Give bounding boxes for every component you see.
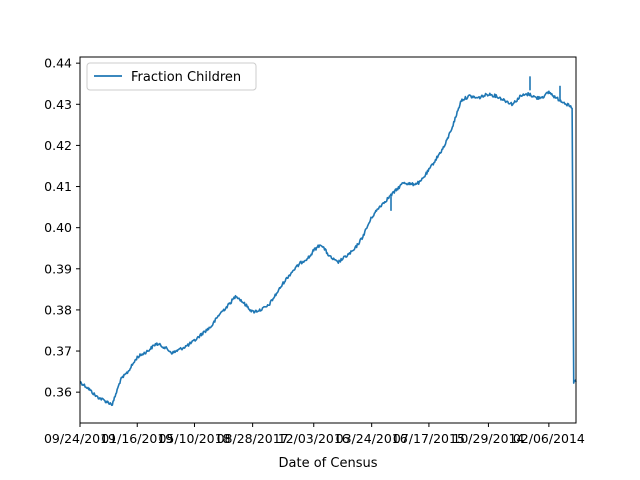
legend: Fraction Children bbox=[86, 62, 257, 91]
x-tick-label: 08/28/2017 bbox=[217, 431, 289, 446]
y-tick-label: 0.41 bbox=[44, 179, 72, 194]
y-tick-label: 0.39 bbox=[44, 261, 72, 276]
x-tick-label: 07/17/2015 bbox=[393, 431, 465, 446]
x-tick-label: 05/10/2018 bbox=[158, 431, 230, 446]
plot-area bbox=[79, 76, 577, 407]
y-tick-label: 0.44 bbox=[44, 56, 72, 71]
y-tick-label: 0.37 bbox=[44, 344, 72, 359]
x-tick-label: 10/29/2014 bbox=[452, 431, 524, 446]
x-axis-label: Date of Census bbox=[279, 456, 378, 471]
x-tick-label: 02/06/2014 bbox=[513, 431, 585, 446]
y-tick-label: 0.36 bbox=[44, 385, 72, 400]
x-tick-label: 01/16/2019 bbox=[101, 431, 173, 446]
y-tick-label: 0.40 bbox=[44, 220, 72, 235]
x-tick-label: 03/24/2016 bbox=[336, 431, 408, 446]
x-tick-label: 09/24/2019 bbox=[44, 431, 116, 446]
legend-label: Fraction Children bbox=[131, 70, 241, 85]
y-tick-label: 0.42 bbox=[44, 138, 72, 153]
y-axis: 0.36 0.37 0.38 0.39 0.40 0.41 0.42 0.43 0.44 bbox=[44, 56, 80, 400]
series-line-fraction-children bbox=[79, 90, 577, 407]
y-tick-label: 0.38 bbox=[44, 302, 72, 317]
x-tick-label: 12/03/2016 bbox=[278, 431, 350, 446]
y-tick-label: 0.43 bbox=[44, 97, 72, 112]
legend-box bbox=[86, 62, 257, 91]
x-axis: 09/24/201901/16/201905/10/201808/28/2017… bbox=[44, 423, 585, 446]
plot-frame bbox=[79, 56, 577, 424]
